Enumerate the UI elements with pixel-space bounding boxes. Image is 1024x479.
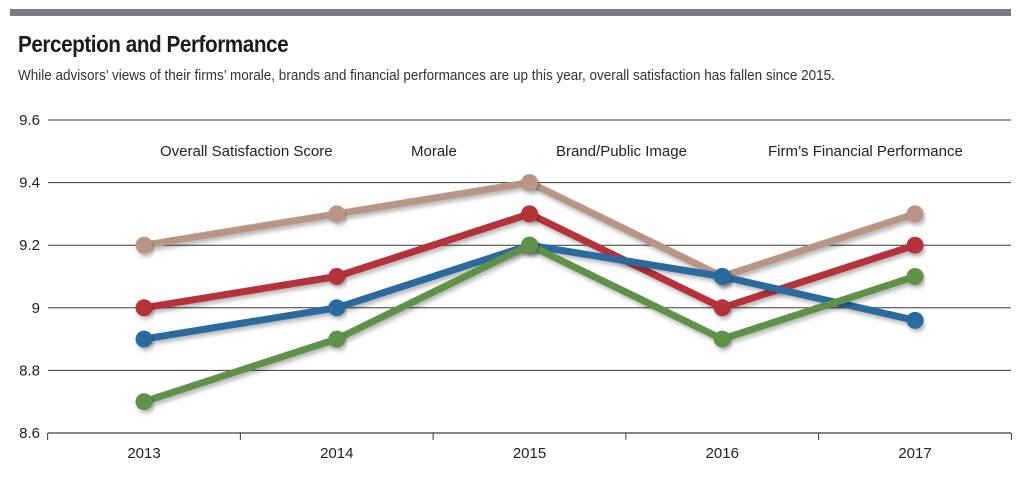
x-tick-label: 2014 [320, 445, 353, 462]
legend-item: Morale [363, 143, 457, 160]
legend-label: Overall Satisfaction Score [160, 143, 333, 160]
legend-label: Brand/Public Image [556, 143, 687, 160]
data-point [328, 268, 346, 285]
top-rule [10, 9, 1011, 16]
data-point [713, 299, 731, 317]
legend-item: Firm’s Financial Performance [719, 143, 963, 160]
data-point [135, 299, 153, 317]
x-tick-label: 2013 [127, 445, 160, 462]
data-point [713, 268, 731, 285]
chart-subtitle: While advisors’ views of their firms’ mo… [18, 67, 835, 84]
data-point [328, 330, 346, 348]
legend-label: Firm’s Financial Performance [768, 143, 963, 160]
y-axis-labels: 8.6 8.8 9 9.2 9.4 9.6 [19, 112, 40, 442]
y-tick-label: 8.6 [19, 425, 40, 442]
data-point [135, 236, 153, 254]
y-tick-label: 9.4 [19, 175, 40, 192]
series-group [135, 205, 924, 317]
legend-item: Overall Satisfaction Score [111, 143, 333, 160]
legend-label: Morale [411, 143, 457, 160]
data-point [906, 205, 924, 223]
y-tick-label: 9 [32, 300, 40, 317]
chart-title: Perception and Performance [18, 31, 289, 57]
data-point [906, 311, 924, 329]
data-point [521, 236, 538, 254]
data-point [521, 205, 538, 223]
data-point [906, 268, 924, 285]
y-tick-label: 9.2 [19, 237, 40, 254]
x-tick-label: 2016 [706, 445, 739, 462]
series-group [135, 236, 924, 411]
data-point [521, 174, 538, 192]
series-group [135, 174, 924, 285]
legend: Overall Satisfaction Score Morale Brand/Pu… [111, 143, 963, 160]
data-point [328, 205, 346, 223]
series-lines [135, 174, 924, 411]
legend-item: Brand/Public Image [507, 143, 687, 160]
data-point [135, 393, 153, 411]
y-tick-label: 8.8 [19, 362, 40, 379]
x-axis: 2013 2014 2015 2016 2017 [47, 432, 1012, 462]
y-tick-label: 9.6 [19, 112, 40, 129]
series-line [140, 179, 919, 280]
data-point [328, 299, 346, 317]
data-point [713, 330, 731, 348]
data-point [135, 330, 153, 348]
x-tick-label: 2017 [898, 445, 931, 462]
data-point [906, 236, 924, 254]
x-tick-label: 2015 [513, 445, 546, 462]
